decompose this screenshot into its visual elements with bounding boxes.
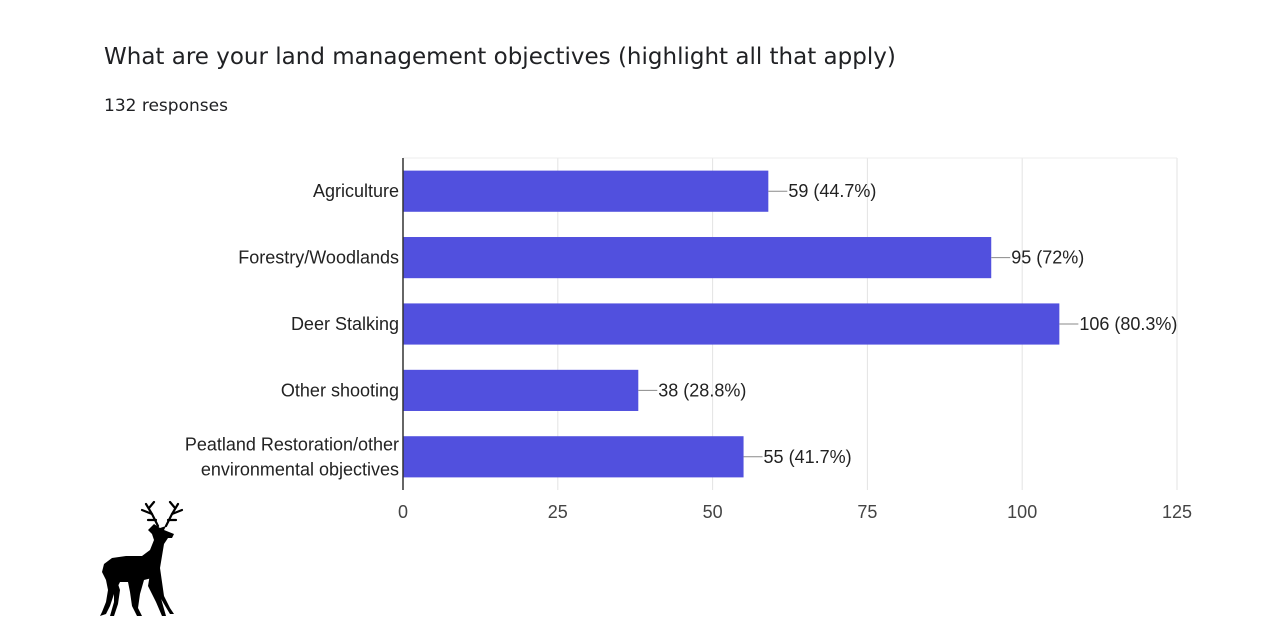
category-label: Forestry/Woodlands xyxy=(238,248,399,268)
x-tick-label: 75 xyxy=(857,502,877,522)
bar xyxy=(403,237,992,279)
category-label: Deer Stalking xyxy=(291,314,399,334)
x-tick-label: 100 xyxy=(1007,502,1037,522)
deer-logo-icon xyxy=(100,500,184,616)
category-label: environmental objectives xyxy=(201,459,399,479)
x-tick-label: 125 xyxy=(1162,502,1192,522)
x-tick-label: 25 xyxy=(548,502,568,522)
category-label: Peatland Restoration/other xyxy=(185,434,399,454)
bar xyxy=(403,303,1060,345)
category-label: Agriculture xyxy=(313,181,399,201)
x-tick-label: 50 xyxy=(703,502,723,522)
bar xyxy=(403,436,744,478)
data-label: 95 (72%) xyxy=(1011,248,1084,268)
response-count: 132 responses xyxy=(104,96,228,116)
data-label: 55 (41.7%) xyxy=(764,447,852,467)
category-label: Other shooting xyxy=(281,380,399,400)
x-tick-label: 0 xyxy=(398,502,408,522)
chart-title: What are your land management objectives… xyxy=(104,44,896,70)
data-label: 59 (44.7%) xyxy=(788,181,876,201)
data-label: 106 (80.3%) xyxy=(1079,314,1177,334)
data-label: 38 (28.8%) xyxy=(658,380,746,400)
bar xyxy=(403,369,639,411)
bar xyxy=(403,170,769,212)
